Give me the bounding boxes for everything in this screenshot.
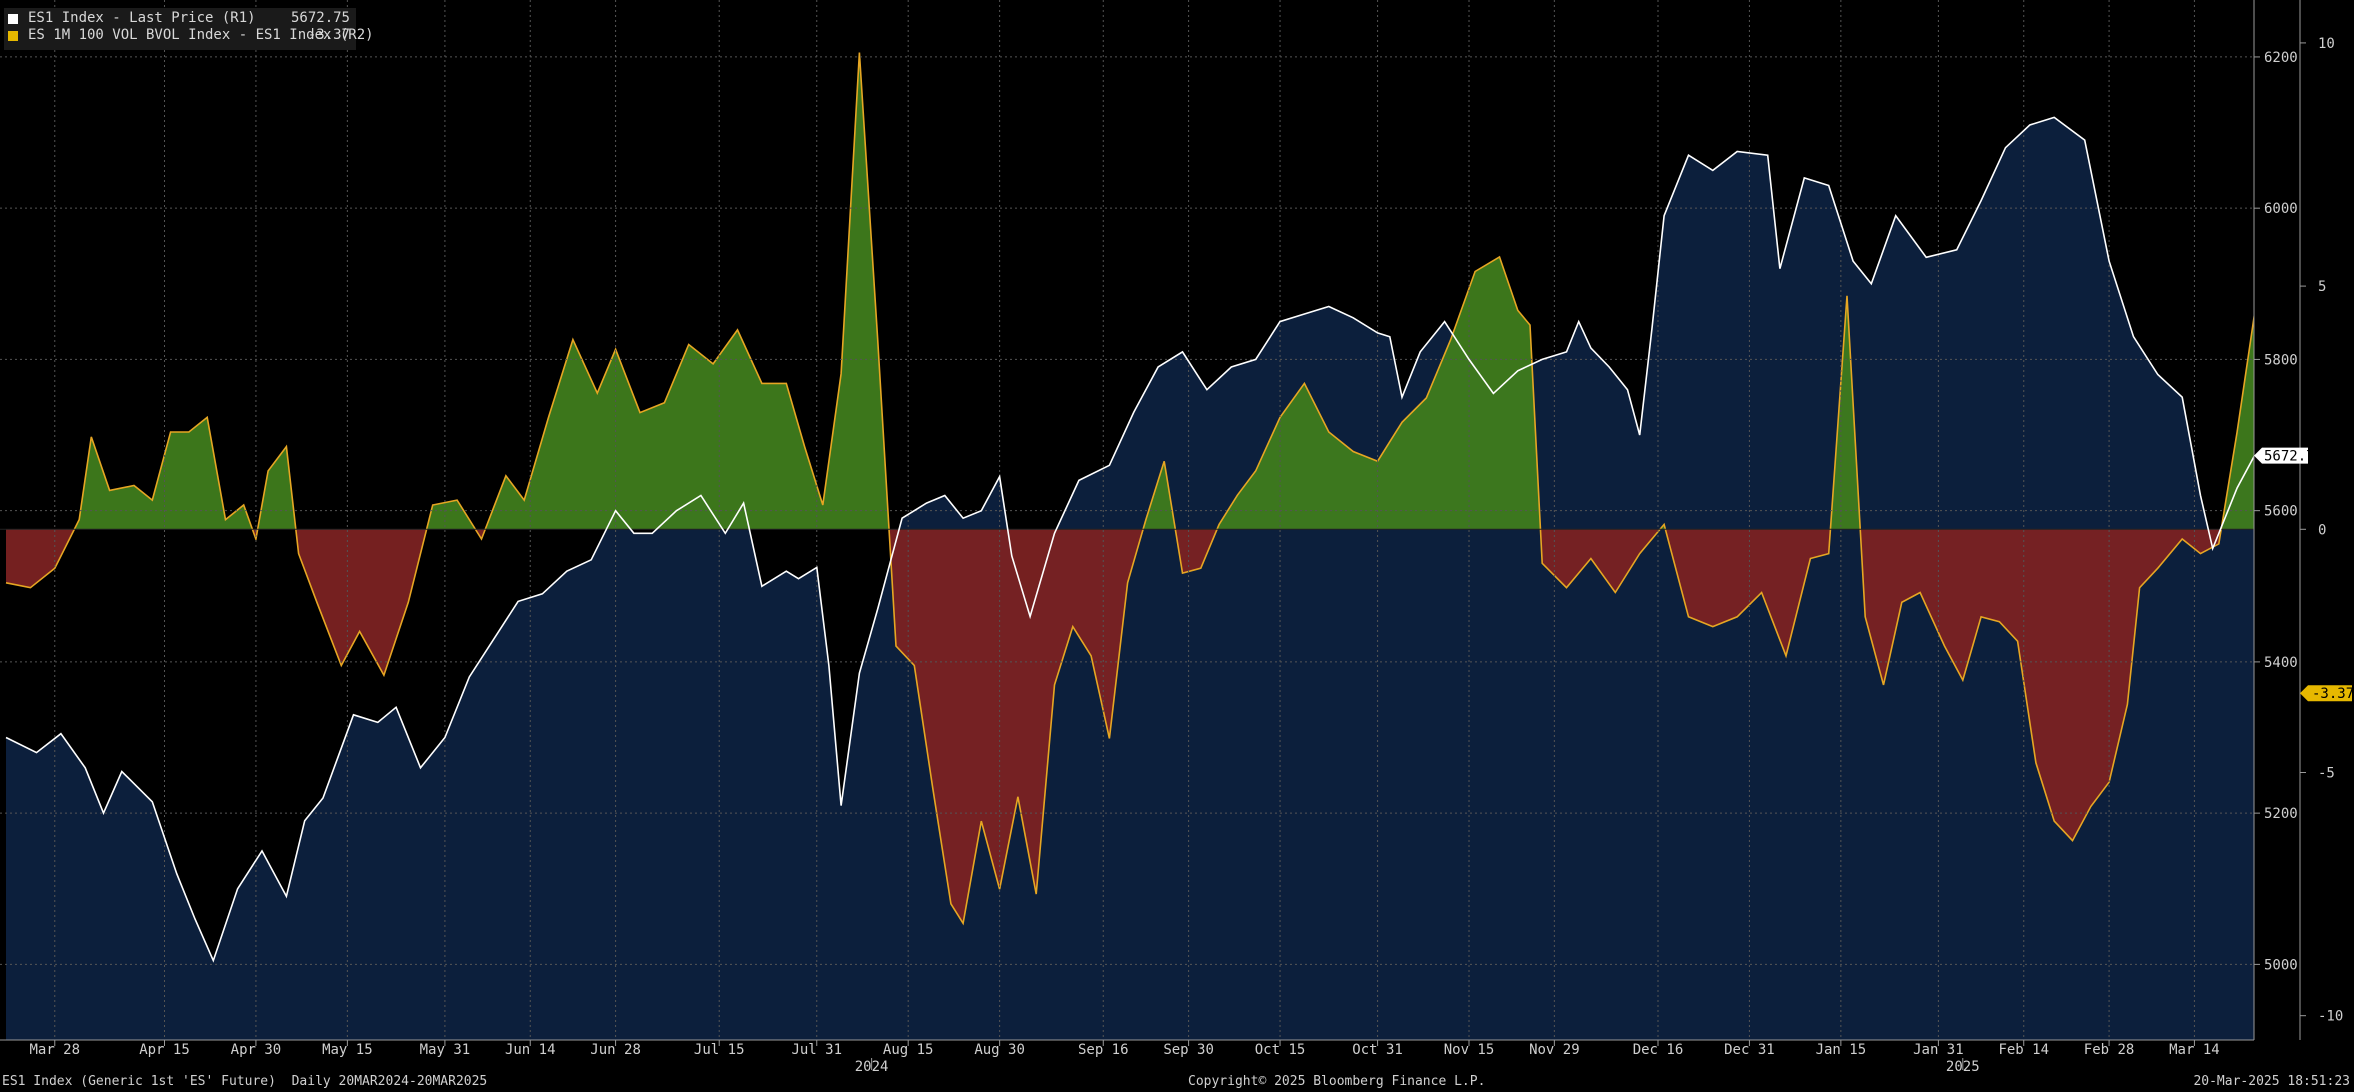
last-value-tag-r2-text: -3.37 (2312, 686, 2354, 702)
legend-swatch-r2 (8, 31, 18, 41)
last-value-tag-r1 (2254, 447, 2308, 464)
axis-x-tick-label: Mar 28 (29, 1042, 80, 1058)
axis-x-tick-label: Jun 28 (590, 1042, 641, 1058)
axis-x-tick-label: Jan 15 (1816, 1042, 1867, 1058)
last-value-tag-r1-text: 5672.75 (2264, 449, 2323, 465)
axis-panel-background (2254, 0, 2354, 1092)
grid-layer (0, 0, 2254, 1040)
axis-x-tick-label: Aug 30 (974, 1042, 1025, 1058)
axis-r1-tick-label: 6200 (2264, 50, 2298, 66)
spread-positive-fill (74, 52, 2254, 530)
axis-x-tick-label: Dec 16 (1633, 1042, 1684, 1058)
legend-value-r2: -3.37 (307, 27, 350, 43)
legend-label-r2: ES 1M 100 VOL BVOL Index - ES1 Index (R2… (28, 27, 374, 43)
axis-x-tick-label: Jun 14 (505, 1042, 556, 1058)
price-area-fill (6, 117, 2354, 1040)
axis-year-label: 2024 (855, 1059, 889, 1075)
axis-r2-tick-label: 0 (2318, 522, 2326, 538)
axis-r2-tick-label: -10 (2318, 1009, 2343, 1025)
footer-timestamp: 20-Mar-2025 18:51:23 (2193, 1074, 2350, 1089)
legend-item-r2: ES 1M 100 VOL BVOL Index - ES1 Index (R2… (4, 27, 374, 44)
axis-x-tick-label: Dec 31 (1724, 1042, 1775, 1058)
axis-x-tick-label: Apr 15 (139, 1042, 190, 1058)
axis-x-tick-label: Jul 31 (791, 1042, 842, 1058)
axis-r1-tick-label: 5200 (2264, 806, 2298, 822)
axis-x-tick-label: Sep 30 (1163, 1042, 1214, 1058)
legend-label-r1: ES1 Index - Last Price (R1) (28, 10, 256, 26)
legend-swatch-r1 (8, 14, 18, 24)
axis-x-tick-label: Apr 30 (231, 1042, 282, 1058)
legend: ES1 Index - Last Price (R1) 5672.75 ES 1… (4, 8, 374, 50)
footer-copyright: Copyright© 2025 Bloomberg Finance L.P. (1188, 1074, 1486, 1089)
axis-x-tick-label: Jan 31 (1913, 1042, 1964, 1058)
axis-x-tick-label: Oct 15 (1255, 1042, 1306, 1058)
axis-r1-tick-label: 5000 (2264, 957, 2298, 973)
axis-x-tick-label: May 15 (322, 1042, 373, 1058)
axis-r2-tick-label: 10 (2318, 36, 2335, 52)
spread-area-layer (0, 52, 2354, 926)
axis-x-tick-label: Feb 14 (1998, 1042, 2049, 1058)
price-line (5, 116, 2354, 963)
axis-r1-tick-label: 5400 (2264, 655, 2298, 671)
legend-value-r1: 5672.75 (290, 10, 350, 26)
axis-x-tick-label: Oct 31 (1352, 1042, 1403, 1058)
axis-r2-tick-label: -5 (2318, 765, 2335, 781)
axis-x-tick-label: Nov 29 (1529, 1042, 1580, 1058)
axis-x-tick-label: Mar 14 (2169, 1042, 2220, 1058)
price-area-layer (6, 117, 2354, 1040)
axis-x-tick-label: Aug 15 (883, 1042, 934, 1058)
axis-x-tick-label: Nov 15 (1444, 1042, 1495, 1058)
last-value-tag-r2 (2300, 685, 2352, 702)
axis-r1-tick-label: 5600 (2264, 504, 2298, 520)
axis-x-tick-label: Jul 15 (694, 1042, 745, 1058)
axis-x-tick-label: May 31 (420, 1042, 471, 1058)
axis-r1-tick-label: 5800 (2264, 352, 2298, 368)
axis-r1-tick-label: 6000 (2264, 201, 2298, 217)
axis-x-tick-label: Feb 28 (2084, 1042, 2135, 1058)
spread-negative-fill (6, 529, 2254, 924)
axis-year-label: 2025 (1946, 1059, 1980, 1075)
axis-x-tick-label: Sep 16 (1078, 1042, 1129, 1058)
footer-security-info: ES1 Index (Generic 1st 'ES' Future) Dail… (2, 1074, 488, 1089)
spread-line (5, 52, 2354, 926)
price-line-layer (5, 116, 2354, 963)
legend-item-r1: ES1 Index - Last Price (R1) 5672.75 (4, 10, 356, 27)
axis-r2-tick-label: 5 (2318, 279, 2326, 295)
